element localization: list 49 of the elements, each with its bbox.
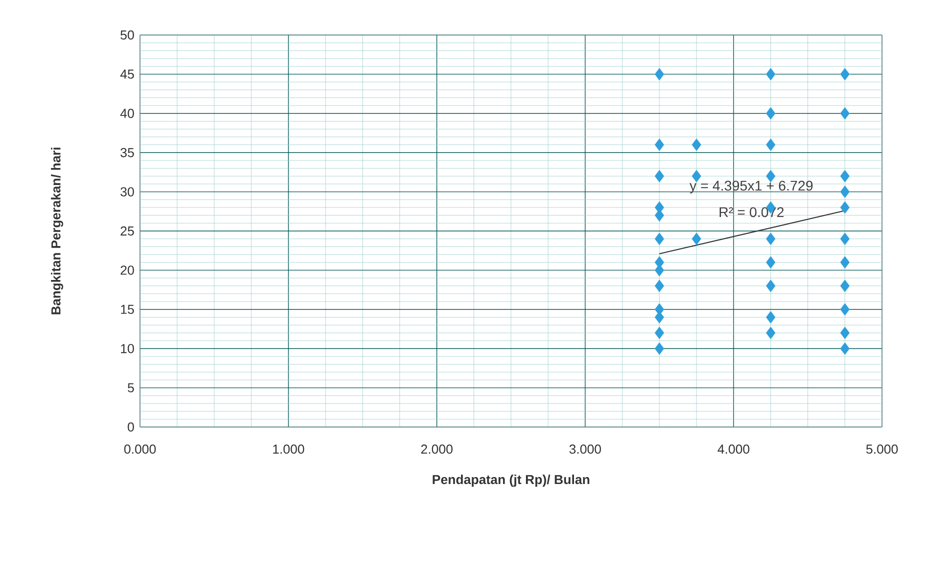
x-tick-label: 3.000 xyxy=(569,444,601,454)
point xyxy=(654,138,664,151)
point xyxy=(840,107,850,120)
point xyxy=(840,256,850,269)
point xyxy=(654,326,664,340)
y-tick-label: 10 xyxy=(121,344,134,354)
point xyxy=(766,232,776,246)
point xyxy=(654,342,664,355)
x-tick-label: 5.000 xyxy=(866,444,898,454)
x-tick-label: 0.000 xyxy=(124,444,156,454)
y-tick-label: 35 xyxy=(120,148,134,158)
y-tick-label: 5 xyxy=(128,383,134,392)
x-axis-title: Pendapatan (jt Rp)/ Bulan xyxy=(432,474,590,487)
point xyxy=(840,326,850,340)
point xyxy=(654,232,664,246)
y-tick-label: 15 xyxy=(121,304,134,314)
point xyxy=(766,138,776,151)
point xyxy=(766,326,776,340)
point xyxy=(840,170,850,182)
y-tick-label: 0 xyxy=(128,422,134,432)
y-tick-label: 20 xyxy=(120,266,134,275)
point xyxy=(840,342,850,355)
point xyxy=(692,138,702,151)
y-tick-label: 50 xyxy=(120,30,134,40)
y-tick-label: 25 xyxy=(120,226,134,236)
point xyxy=(766,311,776,324)
y-tick-label: 30 xyxy=(120,187,134,196)
point xyxy=(840,280,850,292)
point xyxy=(692,232,702,246)
point xyxy=(766,107,776,120)
x-tick-label: 1.000 xyxy=(273,444,304,454)
point xyxy=(654,68,664,80)
point xyxy=(840,303,850,316)
point xyxy=(654,170,664,182)
point xyxy=(840,201,850,214)
point xyxy=(766,280,776,292)
point xyxy=(766,68,776,80)
point xyxy=(840,232,850,246)
y-tick-label: 40 xyxy=(120,108,134,118)
point xyxy=(766,170,776,182)
point xyxy=(692,170,702,182)
y-tick-label: 45 xyxy=(120,70,134,79)
point xyxy=(840,68,850,80)
y-axis-title: Bangkitan Pergerakan/ hari xyxy=(50,148,64,314)
x-tick-label: 4.000 xyxy=(718,444,750,454)
point xyxy=(840,186,850,198)
x-tick-label: 2.000 xyxy=(421,444,453,454)
point xyxy=(654,280,664,292)
point xyxy=(766,256,776,269)
